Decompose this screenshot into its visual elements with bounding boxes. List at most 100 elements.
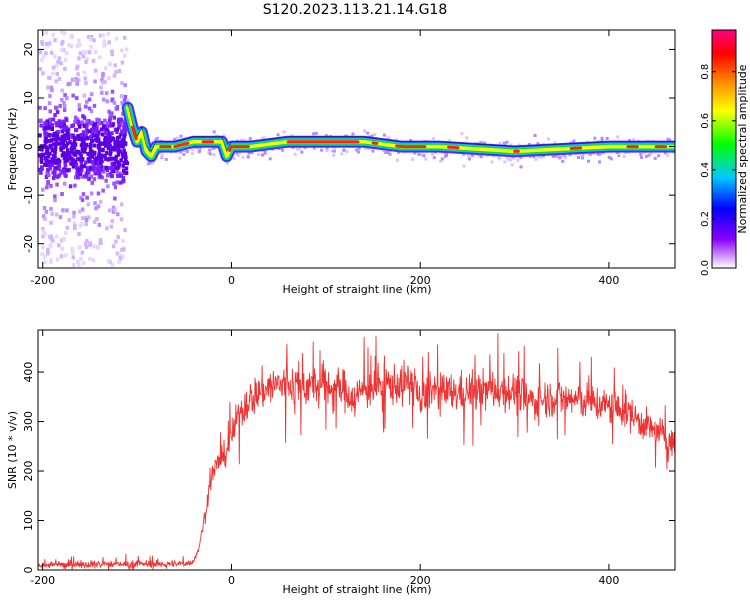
- spectrogram-noise-dot: [72, 210, 76, 215]
- colorbar-tick-label: 0.4: [700, 162, 711, 178]
- spectrogram-halo-dot: [357, 146, 361, 150]
- spectrogram-halo-dot: [533, 134, 537, 137]
- spectrogram-halo-dot: [282, 130, 286, 134]
- spectrogram-halo-dot: [498, 141, 502, 145]
- spectrogram-noise-dot: [48, 235, 52, 239]
- spectrogram-noise-dot: [41, 245, 45, 250]
- spectrogram-halo-dot: [340, 152, 344, 156]
- spectrogram-noise-dot: [56, 60, 60, 64]
- spectrogram-noise-dot: [76, 134, 80, 138]
- spectrogram-noise-dot: [63, 67, 67, 71]
- spectrogram-noise-dot: [39, 170, 43, 175]
- spectrogram-halo-dot: [355, 148, 359, 152]
- spectrogram-noise-dot: [64, 173, 68, 178]
- spectrogram-noise-dot: [65, 96, 69, 101]
- spectrogram-noise-dot: [100, 90, 104, 95]
- spectrogram-noise-dot: [47, 173, 51, 178]
- spectrogram-halo-dot: [616, 135, 620, 139]
- spectrogram-noise-dot: [107, 40, 111, 45]
- spectrogram-noise-dot: [73, 183, 77, 188]
- spectrogram-x-ticks: -200 0 200 400: [30, 30, 619, 287]
- spectrogram-noise-dot: [38, 67, 43, 71]
- spectrogram-band-edge: [127, 102, 675, 153]
- spectrogram-noise-dot: [50, 148, 55, 153]
- spectrogram-noise-dot: [86, 202, 91, 207]
- spectrogram-noise-dot: [99, 199, 103, 204]
- spectrogram-noise-dot: [93, 79, 97, 84]
- spectrogram-halo-dot: [388, 152, 392, 156]
- spectrogram-noise-dot: [69, 35, 74, 40]
- spectrogram-noise-dot: [55, 133, 59, 137]
- spectrogram-halo-dot: [363, 147, 367, 150]
- spectrogram-noise-dot: [62, 169, 67, 174]
- spectrogram-halo-dot: [320, 148, 324, 152]
- spectrogram-noise-dot: [104, 91, 109, 96]
- spectrogram-noise-dot: [62, 156, 67, 161]
- spectrogram-x-tick-label: 0: [228, 274, 235, 287]
- spectrogram-halo-dot: [479, 155, 483, 159]
- spectrogram-noise-dot: [44, 51, 48, 56]
- spectrogram-halo-dot: [413, 151, 417, 155]
- spectrogram-noise-dot: [76, 136, 80, 141]
- spectrogram-noise-dot: [119, 255, 123, 260]
- spectrogram-halo-dot: [448, 139, 452, 143]
- spectrogram-noise-dot: [78, 209, 82, 214]
- spectrogram-noise-dot: [49, 220, 53, 225]
- spectrogram-noise-dot: [44, 135, 48, 140]
- spectrogram-noise-dot: [43, 155, 47, 160]
- spectrogram-halo-dot: [551, 154, 555, 158]
- spectrogram-noise-dot: [48, 94, 52, 98]
- spectrogram-noise-dot: [113, 141, 117, 146]
- spectrogram-noise-dot: [76, 259, 80, 264]
- spectrogram-noise-dot: [113, 185, 118, 190]
- spectrogram-halo-dot: [312, 132, 316, 136]
- spectrogram-noise-dot: [65, 131, 69, 136]
- spectrogram-noise-dot: [68, 140, 72, 145]
- spectrogram-noise-dot: [41, 187, 45, 192]
- spectrogram-noise-dot: [82, 70, 87, 75]
- spectrogram-halo: [126, 98, 675, 169]
- spectrogram-noise-dot: [100, 154, 105, 159]
- colorbar-tick-label: 0.2: [700, 211, 711, 227]
- spectrogram-noise-dot: [90, 132, 94, 137]
- spectrogram-halo-dot: [366, 131, 369, 135]
- spectrogram-noise-dot: [107, 118, 112, 123]
- spectrogram-halo-dot: [182, 152, 186, 156]
- spectrogram-noise-dot: [75, 66, 79, 71]
- spectrogram-noise-dot: [54, 135, 59, 140]
- spectrogram-noise-dot: [111, 244, 116, 249]
- spectrogram-noise-dot: [38, 133, 42, 138]
- spectrogram-noise-dot: [93, 126, 97, 131]
- spectrogram-noise-dot: [73, 175, 78, 180]
- spectrogram-noise-dot: [89, 92, 94, 97]
- spectrogram-noise-dot: [78, 171, 83, 176]
- spectrogram-noise-dot: [48, 151, 52, 156]
- spectrogram-noise-dot: [52, 142, 56, 147]
- spectrogram-noise-dot: [59, 254, 64, 259]
- spectrogram-noise-dot: [100, 121, 104, 125]
- spectrogram-noise-dot: [54, 234, 59, 239]
- spectrogram-halo-dot: [300, 150, 304, 154]
- spectrogram-halo-dot: [394, 138, 398, 142]
- spectrogram-noise-dot: [77, 38, 81, 43]
- spectrogram-noise-dot: [72, 263, 76, 268]
- spectrogram-halo-dot: [260, 136, 264, 140]
- spectrogram-halo-dot: [562, 153, 566, 157]
- spectrogram-noise-dot: [48, 123, 52, 128]
- spectrogram-noise-dot: [99, 161, 103, 166]
- spectrogram-noise-dot: [112, 147, 117, 152]
- spectrogram-noise-dot: [61, 40, 65, 44]
- spectrogram-noise-dot: [91, 58, 96, 63]
- spectrogram-noise-dot: [121, 163, 125, 168]
- spectrogram-noise-dot: [76, 78, 81, 82]
- spectrogram-noise-dot: [63, 104, 67, 109]
- spectrogram-hotspot: [130, 125, 138, 141]
- spectrogram-noise-dot: [115, 180, 119, 185]
- spectrogram-noise-dot: [70, 247, 74, 251]
- spectrogram-noise-dot: [67, 152, 72, 157]
- spectrogram-noise-dot: [70, 150, 74, 155]
- spectrogram-noise-dot: [72, 151, 77, 156]
- spectrogram-noise-dot: [72, 138, 77, 143]
- spectrogram-noise-dot: [106, 143, 111, 148]
